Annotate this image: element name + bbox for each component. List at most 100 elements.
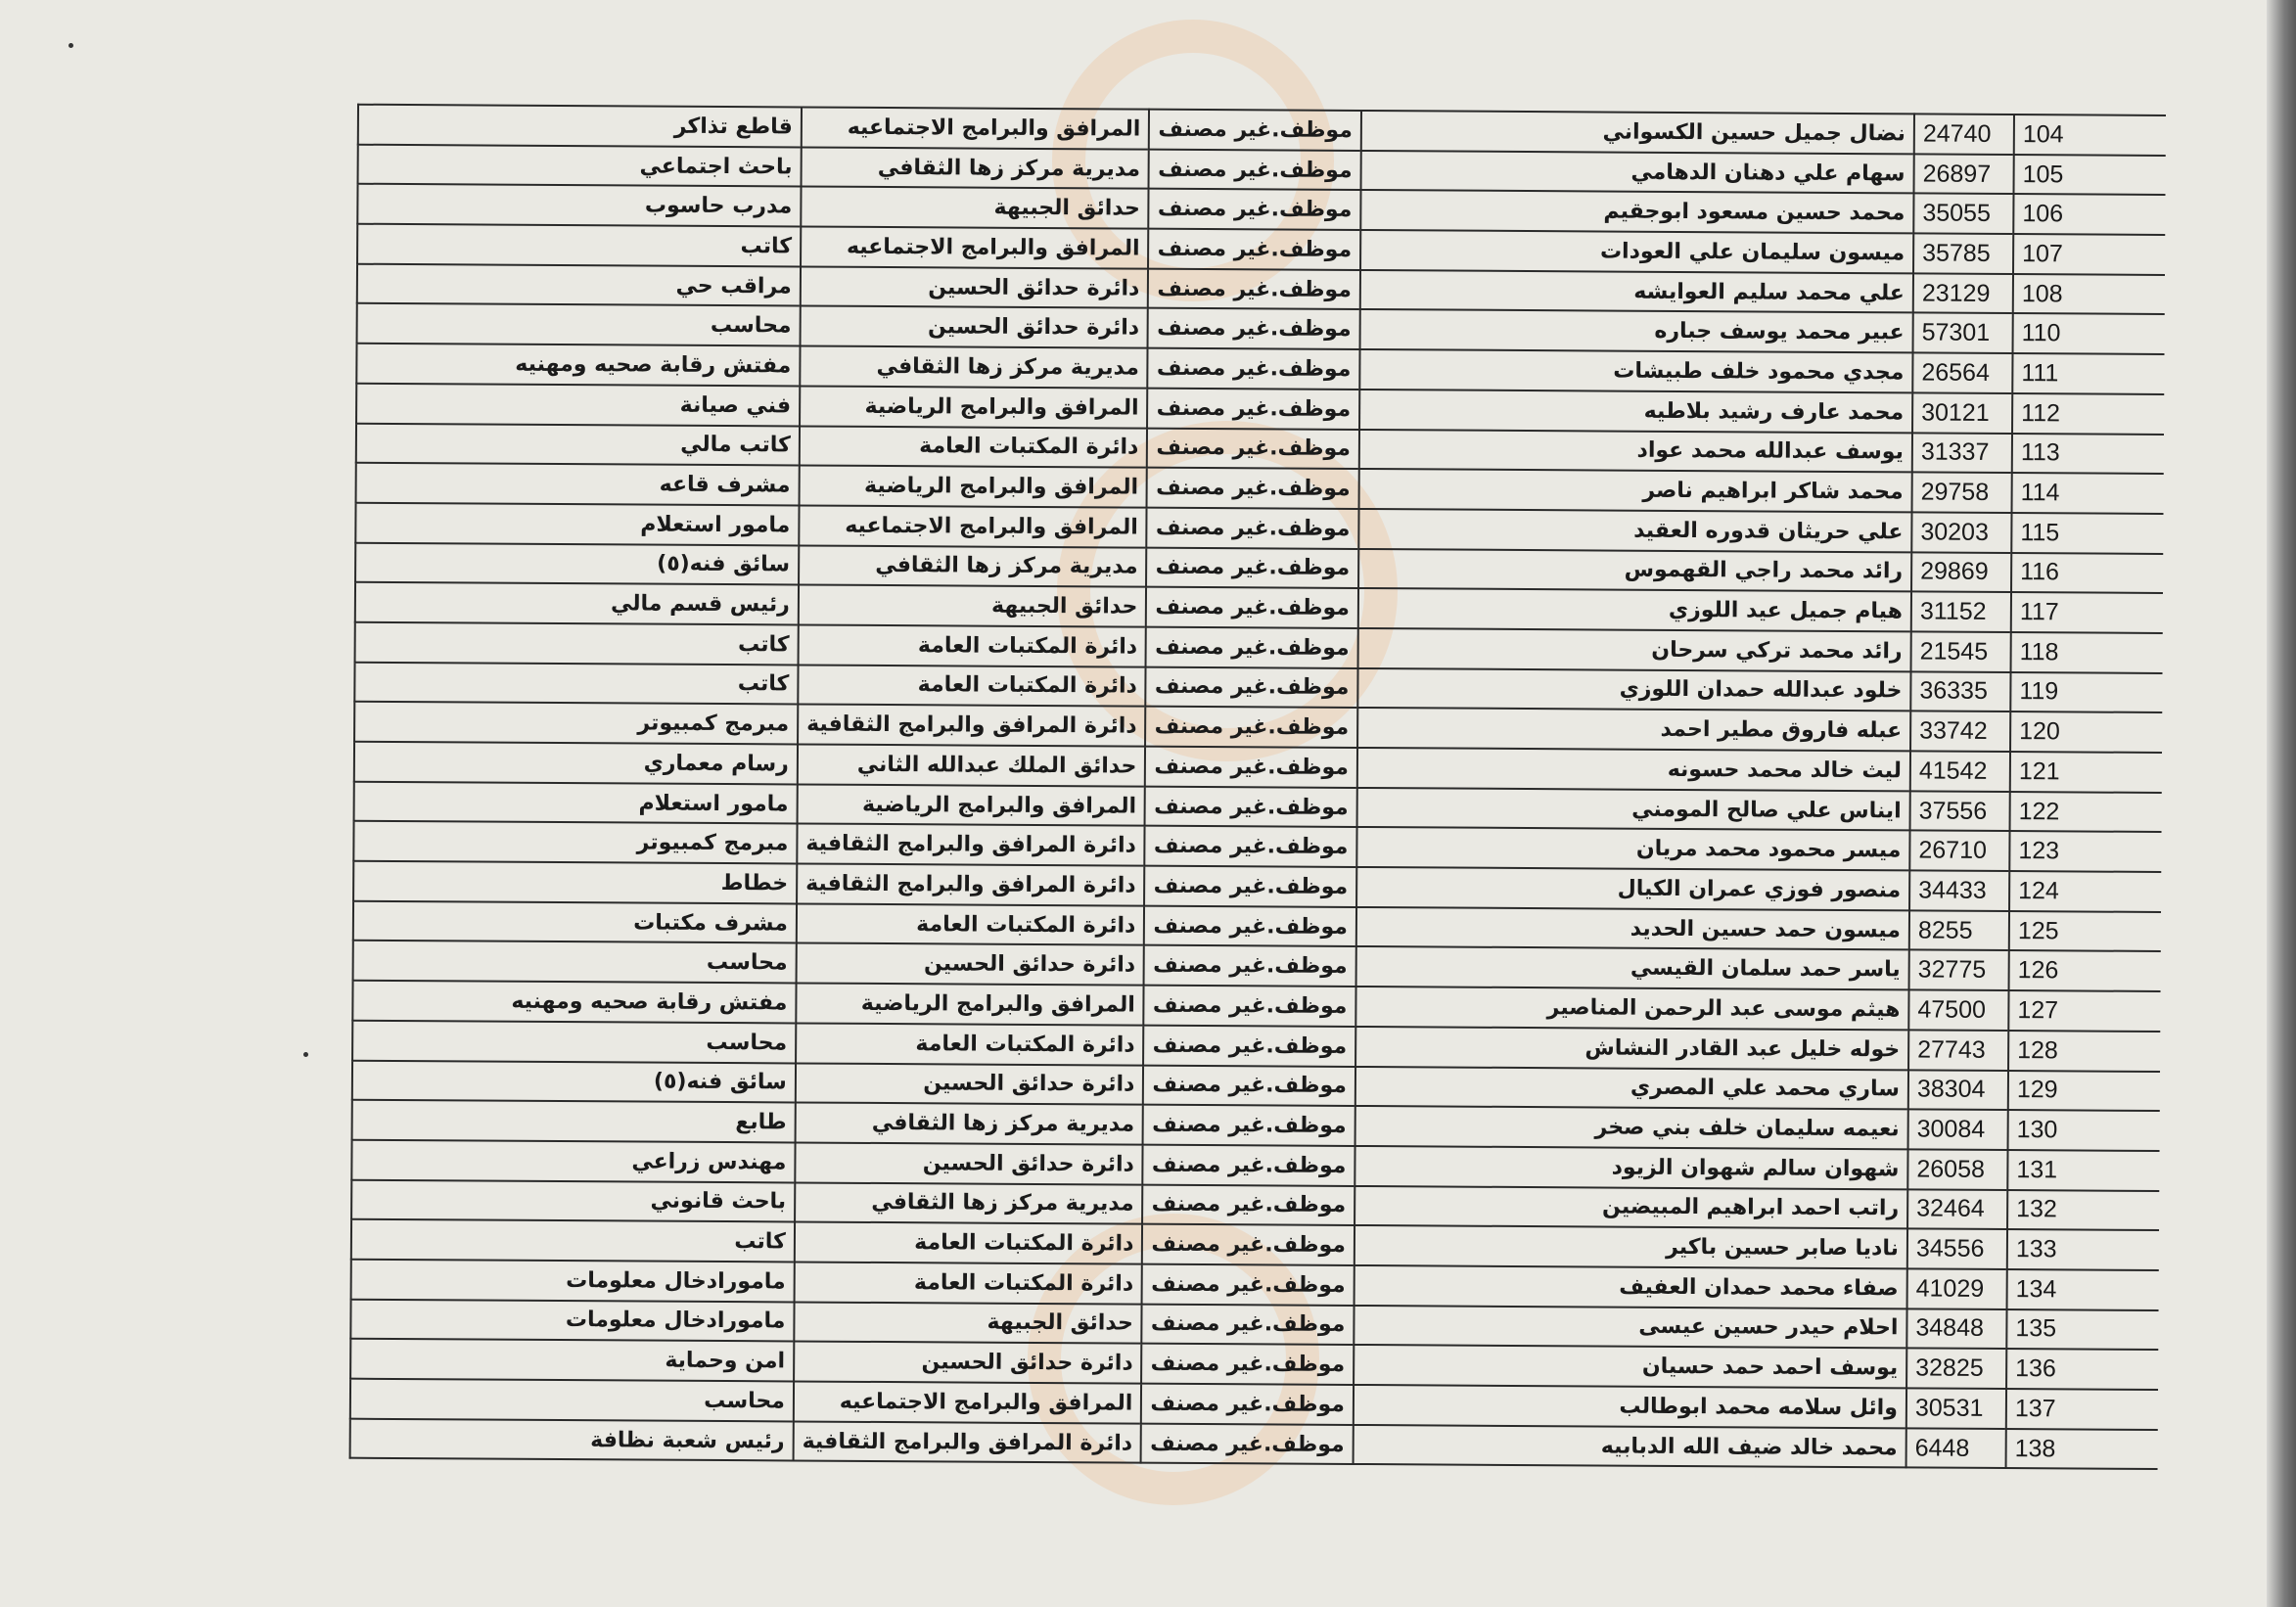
department: حدائق الجبيهة [794,1302,1143,1344]
employee-name: مجدي محمود خلف طبيشات [1359,349,1913,393]
row-number: 133 [2006,1229,2160,1270]
classification: موظف.غير مصنف [1143,1025,1356,1067]
employee-name: شهوان سالم شهوان الزيود [1355,1145,1908,1189]
classification: موظف.غير مصنف [1149,109,1362,151]
employee-id: 33742 [1910,711,2011,753]
job-title: مهندس زراعي [351,1139,796,1183]
classification: موظف.غير مصنف [1144,826,1357,868]
classification: موظف.غير مصنف [1143,1104,1355,1146]
employee-name: راتب احمد ابراهيم المبيضين [1355,1185,1908,1229]
row-number: 117 [2010,592,2164,633]
job-title: خطاط [353,860,798,904]
employee-id: 37556 [1909,791,2010,832]
employee-id: 30084 [1907,1109,2008,1150]
department: دائرة المكتبات العامة [794,1221,1143,1264]
department: دائرة المرافق والبرامج الثقافية [797,704,1146,747]
department: دائرة المكتبات العامة [798,665,1147,707]
row-number: 123 [2009,831,2162,873]
employee-id: 34556 [1906,1228,2008,1269]
job-title: مشرف مكتبات [352,900,797,943]
row-number: 121 [2009,752,2163,793]
employee-id: 21545 [1910,631,2011,672]
job-title: مفتش رقابة صحيه ومهنيه [352,980,797,1024]
row-number: 111 [2012,353,2165,394]
employee-name: ناديا صابر حسين باكير [1354,1225,1908,1269]
row-number: 128 [2008,1030,2161,1072]
job-title: كاتب [350,1218,795,1263]
department: حدائق الملك عبدالله الثاني [797,744,1146,787]
employee-id: 24740 [1913,114,2014,155]
job-title: محاسب [352,1020,797,1063]
department: حدائق الجبيهة [801,186,1149,229]
department: المرافق والبرامج الاجتماعيه [800,226,1149,269]
classification: موظف.غير مصنف [1148,189,1361,231]
job-title: امن وحماية [350,1339,795,1382]
classification: موظف.غير مصنف [1143,985,1356,1027]
classification: موظف.غير مصنف [1145,786,1357,828]
department: دائرة حدائق الحسين [795,1062,1144,1105]
classification: موظف.غير مصنف [1148,268,1361,310]
employee-name: علي حريثان قدوره العقيد [1358,508,1912,552]
employee-name: محمد شاكر ابراهيم ناصر [1358,469,1912,513]
job-title: فني صيانة [356,383,801,426]
employee-id: 35785 [1913,233,2014,274]
classification: موظف.غير مصنف [1146,586,1359,628]
row-number: 138 [2005,1428,2158,1470]
employee-id: 23129 [1912,273,2014,314]
classification: موظف.غير مصنف [1147,428,1360,470]
employee-name: ميسون سليمان علي العودات [1360,230,1914,274]
employee-name: ليث خالد محمد حسونه [1356,747,1911,792]
employee-id: 35055 [1913,193,2014,235]
classification: موظف.غير مصنف [1146,626,1358,668]
job-title: مراقب حي [356,263,801,306]
row-number: 136 [2006,1349,2159,1390]
row-number: 112 [2012,392,2165,435]
row-number: 127 [2008,990,2161,1032]
employee-id: 30203 [1911,512,2012,553]
department: مديرية مركز زها الثقافي [798,545,1147,587]
department: المرافق والبرامج الاجتماعيه [793,1381,1142,1424]
employee-id: 26710 [1909,830,2010,872]
classification: موظف.غير مصنف [1147,347,1360,390]
row-number: 131 [2007,1149,2160,1191]
department: المرافق والبرامج الرياضية [799,386,1148,429]
employee-id: 32825 [1906,1348,2007,1390]
department: دائرة حدائق الحسين [794,1341,1142,1384]
row-number: 129 [2007,1070,2161,1112]
row-number: 118 [2010,631,2163,673]
department: دائرة المكتبات العامة [795,1023,1144,1066]
employee-id: 41029 [1906,1268,2007,1309]
classification: موظف.غير مصنف [1145,746,1358,788]
row-number: 126 [2008,950,2161,992]
row-number: 113 [2011,433,2165,475]
employee-id: 31152 [1910,591,2012,632]
row-number: 122 [2009,791,2162,833]
row-number: 105 [2013,154,2166,196]
employee-id: 30121 [1912,392,2013,434]
classification: موظف.غير مصنف [1141,1304,1355,1346]
classification: موظف.غير مصنف [1141,1383,1355,1425]
job-title: كاتب [354,621,799,666]
employee-name: ياسر حمد سلمان القيسي [1355,946,1909,990]
employee-id: 41542 [1909,751,2011,792]
employee-id: 26897 [1913,154,2014,195]
row-number: 107 [2013,234,2166,275]
employee-id: 34848 [1906,1309,2007,1350]
employee-name: رائد محمد تركي سرحان [1357,627,1911,672]
employee-id: 36335 [1910,671,2011,712]
row-number: 115 [2011,512,2164,554]
department: دائرة المكتبات العامة [799,425,1148,468]
row-number: 114 [2011,473,2164,514]
department: المرافق والبرامج الرياضية [796,983,1145,1026]
department: المرافق والبرامج الرياضية [797,784,1146,827]
department: مديرية مركز زها الثقافي [794,1182,1143,1224]
employee-table: 104 24740 نضال جميل حسين الكسواني موظف.غير … [349,104,2166,1471]
department: دائرة المكتبات العامة [798,624,1147,667]
job-title: مامورادخال معلومات [350,1259,795,1303]
department: دائرة المكتبات العامة [796,903,1145,946]
employee-name: عبله فاروق مطير احمد [1357,708,1911,752]
row-number: 134 [2006,1268,2159,1310]
employee-name: يوسف عبدالله محمد عواد [1358,429,1913,473]
job-title: مشرف قاعه [355,462,800,506]
job-title: رسام معماري [353,741,798,785]
